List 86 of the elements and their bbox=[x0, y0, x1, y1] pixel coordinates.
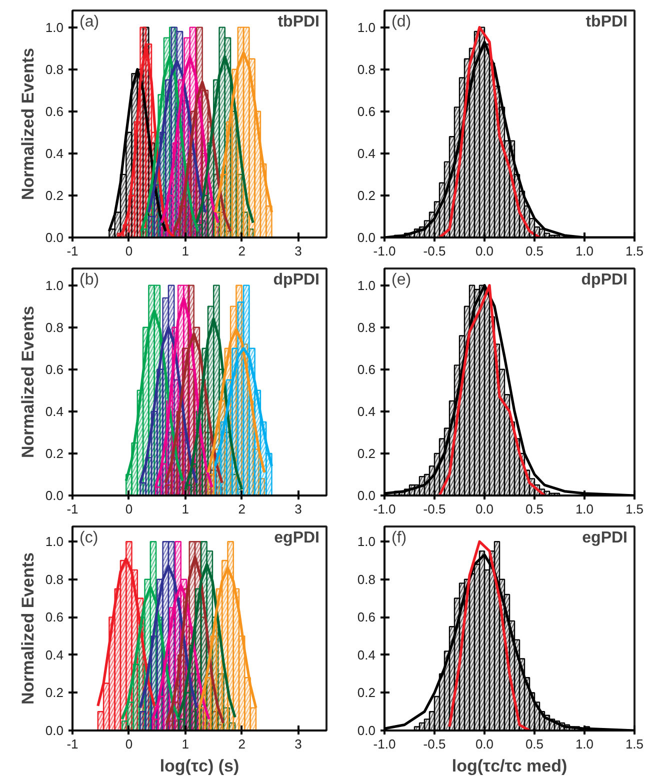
y-tick-label: 1.0 bbox=[357, 278, 376, 293]
x-tick-label: -0.5 bbox=[423, 736, 446, 752]
x-tick-label: 1.5 bbox=[625, 244, 644, 258]
x-tick-label: 1.0 bbox=[575, 244, 594, 258]
x-tick-label: -1.0 bbox=[373, 736, 396, 752]
y-tick-label: 1.0 bbox=[45, 534, 64, 550]
x-tick-label: 1 bbox=[182, 244, 190, 258]
x-tick-label: 2 bbox=[238, 736, 246, 752]
y-axis-title: Normalized Events bbox=[18, 306, 38, 458]
y-tick-label: 0.0 bbox=[45, 230, 64, 245]
y-tick-label: 0.8 bbox=[357, 572, 376, 587]
x-tick-label: 1 bbox=[182, 502, 190, 516]
y-axis-title: Normalized Events bbox=[18, 552, 38, 705]
x-tick-label: 3 bbox=[294, 502, 302, 516]
y-tick-label: 0.6 bbox=[45, 610, 64, 625]
x-tick-label: -0.5 bbox=[423, 502, 446, 516]
x-tick-label: -0.5 bbox=[423, 244, 446, 258]
x-tick-label: 1.5 bbox=[625, 736, 644, 752]
y-tick-label: 0.6 bbox=[45, 104, 64, 119]
x-tick-label: 2 bbox=[238, 502, 246, 516]
annotation: tbPDI bbox=[586, 14, 628, 30]
annotation: dpPDI bbox=[273, 272, 320, 288]
y-tick-label: 0.8 bbox=[45, 572, 64, 587]
annotation: (e) bbox=[392, 272, 412, 288]
y-tick-label: 0.0 bbox=[357, 488, 376, 503]
y-tick-label: 0.4 bbox=[45, 647, 64, 662]
x-tick-label: 0.5 bbox=[525, 244, 544, 258]
x-tick-label: 1.5 bbox=[625, 502, 644, 516]
x-tick-label: 0.0 bbox=[475, 502, 494, 516]
x-axis-title: log(τc/τc med) bbox=[452, 756, 568, 776]
y-tick-label: 0.2 bbox=[45, 188, 64, 203]
y-tick-label: 0.4 bbox=[45, 146, 64, 161]
x-tick-label: 3 bbox=[294, 736, 302, 752]
y-tick-label: 0.2 bbox=[357, 685, 376, 700]
y-tick-label: 0.4 bbox=[45, 404, 64, 419]
annotation: egPDI bbox=[582, 530, 628, 546]
y-tick-label: 0.0 bbox=[45, 488, 64, 503]
x-tick-label: 1.0 bbox=[575, 502, 594, 516]
annotation: dpPDI bbox=[581, 272, 628, 288]
y-tick-label: 0.8 bbox=[45, 62, 64, 77]
x-tick-label: 0 bbox=[125, 736, 133, 752]
y-tick-label: 0.6 bbox=[45, 362, 64, 377]
y-tick-label: 0.0 bbox=[45, 723, 64, 738]
x-tick-label: 0.0 bbox=[475, 736, 494, 752]
y-tick-label: 1.0 bbox=[357, 534, 376, 550]
x-tick-label: -1 bbox=[66, 244, 78, 258]
y-tick-label: 0.0 bbox=[357, 230, 376, 245]
x-tick-label: -1 bbox=[66, 736, 78, 752]
y-tick-label: 1.0 bbox=[45, 20, 64, 35]
y-tick-label: 0.8 bbox=[45, 320, 64, 335]
y-tick-label: 0.4 bbox=[357, 404, 376, 419]
y-tick-label: 1.0 bbox=[357, 20, 376, 35]
y-tick-label: 0.6 bbox=[357, 610, 376, 625]
y-tick-label: 0.4 bbox=[357, 146, 376, 161]
x-tick-label: 0 bbox=[125, 244, 133, 258]
x-tick-label: 2 bbox=[238, 244, 246, 258]
annotation: (d) bbox=[392, 14, 412, 30]
annotation: (f) bbox=[392, 530, 407, 546]
y-axis-title: Normalized Events bbox=[18, 48, 38, 200]
x-tick-label: -1 bbox=[66, 502, 78, 516]
annotation: (b) bbox=[80, 272, 100, 288]
x-tick-label: 0 bbox=[125, 502, 133, 516]
y-tick-label: 0.2 bbox=[357, 188, 376, 203]
y-tick-label: 0.6 bbox=[357, 104, 376, 119]
x-tick-label: -1.0 bbox=[373, 502, 396, 516]
y-tick-label: 0.8 bbox=[357, 320, 376, 335]
x-tick-label: 1.0 bbox=[575, 736, 594, 752]
y-tick-label: 0.8 bbox=[357, 62, 376, 77]
x-axis-title: log(τc) (s) bbox=[160, 756, 240, 776]
x-tick-label: 0.5 bbox=[525, 502, 544, 516]
y-tick-label: 0.2 bbox=[357, 446, 376, 461]
y-tick-label: 0.0 bbox=[357, 723, 376, 738]
annotation: egPDI bbox=[274, 530, 320, 546]
x-tick-label: 3 bbox=[294, 244, 302, 258]
annotation: tbPDI bbox=[278, 14, 320, 30]
y-tick-label: 0.2 bbox=[45, 685, 64, 700]
y-tick-label: 0.4 bbox=[357, 647, 376, 662]
y-tick-label: 0.6 bbox=[357, 362, 376, 377]
x-tick-label: 0.5 bbox=[525, 736, 544, 752]
x-tick-label: 1 bbox=[182, 736, 190, 752]
annotation: (c) bbox=[80, 530, 98, 546]
x-tick-label: -1.0 bbox=[373, 244, 396, 258]
y-tick-label: 0.2 bbox=[45, 446, 64, 461]
y-tick-label: 1.0 bbox=[45, 278, 64, 293]
annotation: (a) bbox=[80, 14, 100, 30]
x-tick-label: 0.0 bbox=[475, 244, 494, 258]
